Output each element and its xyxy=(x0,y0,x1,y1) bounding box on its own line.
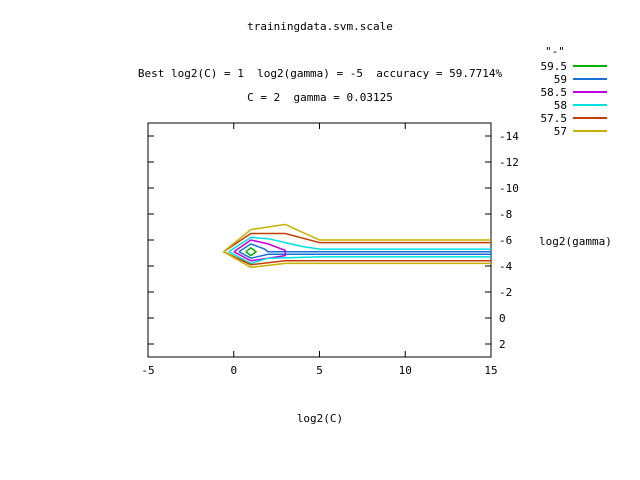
y-tick-label: -6 xyxy=(499,234,512,247)
y-tick-label: -2 xyxy=(499,286,512,299)
y-tick-label: 0 xyxy=(499,312,506,325)
x-axis-label: log2(C) xyxy=(296,412,344,425)
y-axis-ticks: 2 0 -2 -4 -6 -8 -10 -12 -14 xyxy=(148,130,519,351)
chart-title: trainingdata.svm.scale xyxy=(247,20,393,33)
contour-line-58 xyxy=(228,236,491,253)
x-tick-label: 0 xyxy=(230,364,237,377)
y-tick-label: -8 xyxy=(499,208,512,221)
legend-label: 59.5 xyxy=(541,60,568,73)
legend-label: 58.5 xyxy=(541,86,568,99)
x-tick-label: -5 xyxy=(141,364,154,377)
contour-line-58 xyxy=(228,251,491,265)
y-tick-label: -12 xyxy=(499,156,519,169)
y-axis-label: log2(gamma) xyxy=(539,235,612,248)
y-tick-label: 2 xyxy=(499,338,506,351)
contour-line-59 xyxy=(238,243,492,259)
legend-label: 57.5 xyxy=(541,112,568,125)
y-tick-label: -14 xyxy=(499,130,519,143)
x-tick-label: 10 xyxy=(399,364,412,377)
contour-line-58.5 xyxy=(233,239,286,262)
x-tick-label: 5 xyxy=(316,364,323,377)
x-axis-ticks: -5 0 5 10 15 xyxy=(141,123,498,377)
contour-lines xyxy=(223,223,492,269)
contour-line-59.5 xyxy=(245,246,258,257)
contour-line-57.5 xyxy=(223,251,491,266)
legend-label: 58 xyxy=(554,99,567,112)
legend-label: 57 xyxy=(554,125,567,138)
contour-line-57 xyxy=(223,223,491,253)
contour-line-57 xyxy=(223,251,491,269)
y-tick-label: -10 xyxy=(499,182,519,195)
chart-subtitle-2: C = 2 gamma = 0.03125 xyxy=(247,91,393,104)
x-tick-label: 15 xyxy=(484,364,497,377)
contour-line-57.5 xyxy=(223,232,491,253)
legend-label: 59 xyxy=(554,73,567,86)
chart-subtitle: Best log2(C) = 1 log2(gamma) = -5 accura… xyxy=(137,67,503,80)
legend-title: "-" xyxy=(545,45,565,58)
y-tick-label: -4 xyxy=(499,260,513,273)
